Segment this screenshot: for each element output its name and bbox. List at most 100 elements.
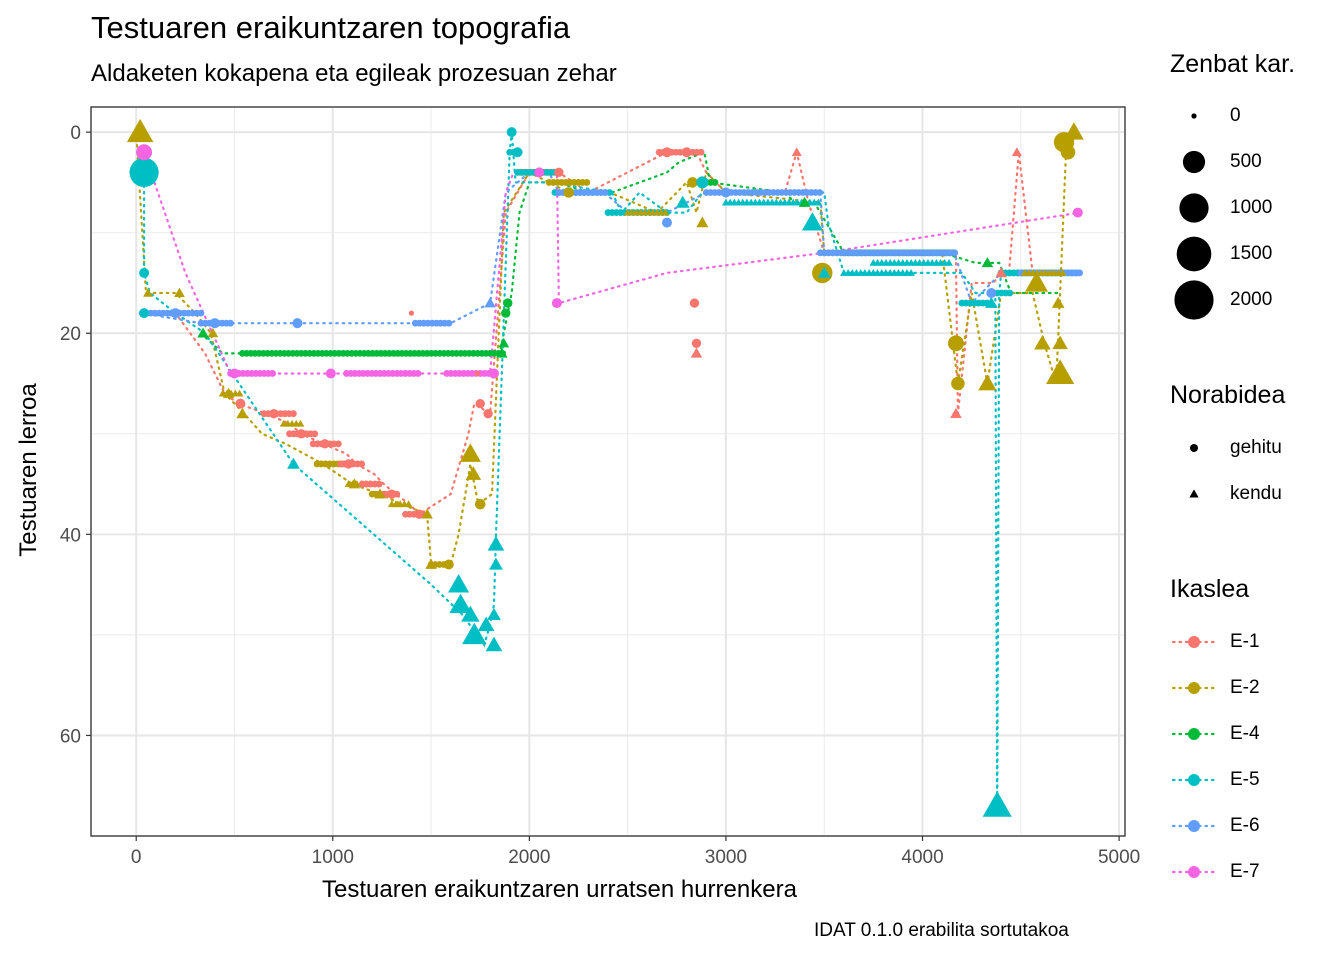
color-legend-dot bbox=[1188, 682, 1200, 694]
band-point-E-2 bbox=[1058, 269, 1067, 276]
data-point-E-6 bbox=[209, 318, 220, 329]
data-point-E-2 bbox=[465, 466, 482, 480]
series-line-E-4 bbox=[200, 150, 1062, 355]
color-legend-label: E-2 bbox=[1230, 677, 1260, 698]
band-point-E-2 bbox=[583, 179, 591, 186]
data-point-E-1 bbox=[235, 398, 246, 409]
data-point-E-4 bbox=[981, 257, 994, 268]
data-point-E-1 bbox=[483, 409, 493, 419]
data-point-E-1 bbox=[269, 409, 279, 419]
data-point-E-1 bbox=[320, 439, 330, 449]
data-point-E-6 bbox=[986, 288, 997, 299]
x-tick-label: 0 bbox=[131, 847, 142, 868]
band-point-E-6 bbox=[816, 189, 824, 196]
band-point-E-1 bbox=[358, 460, 366, 468]
size-legend-label: 1000 bbox=[1230, 197, 1273, 218]
color-legend-key bbox=[1171, 820, 1217, 832]
band-point-E-5 bbox=[945, 258, 953, 266]
band-point-E-6 bbox=[1076, 269, 1084, 277]
band-point-E-5 bbox=[1006, 289, 1014, 297]
data-point-E-5 bbox=[801, 212, 824, 231]
x-axis-title: Testuaren eraikuntzaren urratsen hurrenk… bbox=[322, 876, 797, 903]
x-tick-label: 5000 bbox=[1098, 847, 1140, 868]
data-point-E-4 bbox=[498, 337, 510, 348]
color-legend-label: E-6 bbox=[1230, 815, 1260, 836]
shape-legend-label: kendu bbox=[1230, 483, 1282, 504]
data-point-E-1 bbox=[690, 347, 703, 358]
data-point-E-5 bbox=[139, 308, 150, 319]
color-legend-dot bbox=[1188, 866, 1200, 878]
data-point-E-2 bbox=[425, 558, 437, 569]
y-tick-label: 20 bbox=[60, 324, 81, 345]
data-point-E-1 bbox=[791, 147, 802, 156]
color-legend-dot bbox=[1188, 774, 1200, 786]
y-tick-label: 60 bbox=[60, 726, 81, 747]
color-legend-key bbox=[1171, 682, 1217, 694]
data-point-E-2 bbox=[978, 374, 997, 391]
data-point-E-1 bbox=[691, 338, 702, 348]
data-point-E-2 bbox=[1060, 144, 1076, 160]
data-point-E-5 bbox=[139, 267, 150, 278]
color-legend-key bbox=[1171, 728, 1217, 740]
shape-legend-key bbox=[1190, 444, 1198, 452]
data-point-E-1 bbox=[1011, 147, 1022, 156]
data-point-E-1 bbox=[296, 429, 307, 439]
data-point-E-1 bbox=[995, 267, 1007, 278]
color-legend-label: E-1 bbox=[1230, 631, 1260, 652]
chart-subtitle: Aldaketen kokapena eta egileak prozesuan… bbox=[91, 60, 617, 87]
data-point-E-2 bbox=[1025, 271, 1049, 292]
data-point-E-5 bbox=[477, 616, 495, 632]
data-point-E-2 bbox=[1034, 334, 1051, 350]
band-point-E-6 bbox=[227, 319, 234, 327]
data-point-E-2 bbox=[947, 335, 964, 352]
data-point-E-2 bbox=[459, 443, 481, 462]
data-point-E-4 bbox=[503, 298, 513, 308]
data-point-E-1 bbox=[661, 147, 672, 158]
band-point-E-4 bbox=[423, 349, 431, 357]
data-point-E-6 bbox=[661, 217, 672, 228]
band-point-E-4 bbox=[711, 179, 719, 186]
band-point-E-1 bbox=[289, 410, 297, 418]
data-point-E-5 bbox=[487, 536, 505, 551]
data-point-E-2 bbox=[207, 327, 219, 338]
data-point-E-1 bbox=[387, 489, 397, 499]
data-point-E-2 bbox=[1063, 122, 1084, 140]
color-legend-label: E-4 bbox=[1230, 723, 1260, 744]
caption: IDAT 0.1.0 erabilita sortutakoa bbox=[814, 920, 1069, 941]
x-tick-label: 2000 bbox=[508, 847, 550, 868]
data-point-E-5 bbox=[512, 147, 523, 158]
data-point-E-2 bbox=[222, 387, 235, 398]
color-legend-title: Ikaslea bbox=[1170, 575, 1250, 603]
data-point-E-6 bbox=[170, 308, 181, 319]
x-tick-label: 1000 bbox=[312, 847, 354, 868]
data-point-E-5 bbox=[287, 457, 300, 469]
data-point-E-2 bbox=[174, 287, 185, 298]
data-point-E-5 bbox=[462, 622, 487, 645]
band-point-E-6 bbox=[951, 249, 959, 257]
data-point-E-5 bbox=[489, 557, 503, 570]
size-legend-label: 500 bbox=[1230, 151, 1262, 172]
color-legend-key bbox=[1171, 636, 1217, 648]
data-point-E-5 bbox=[675, 195, 690, 208]
size-legend-key bbox=[1179, 193, 1209, 223]
data-point-E-5 bbox=[485, 636, 503, 652]
color-legend-key bbox=[1171, 774, 1217, 786]
band-point-E-6 bbox=[197, 309, 205, 317]
data-point-E-5 bbox=[984, 296, 998, 308]
band-point-E-7 bbox=[414, 370, 422, 377]
data-point-E-7 bbox=[488, 368, 499, 379]
data-point-E-1 bbox=[950, 407, 962, 418]
color-legend-dot bbox=[1188, 728, 1200, 740]
data-point-E-2 bbox=[1045, 359, 1075, 385]
band-point-E-1 bbox=[311, 430, 319, 438]
data-point-E-1 bbox=[475, 398, 485, 409]
color-legend-label: E-7 bbox=[1230, 861, 1260, 882]
shape-legend-key bbox=[1189, 489, 1199, 498]
series-line-E-1 bbox=[141, 147, 1062, 516]
shape-legend-title: Norabidea bbox=[1170, 381, 1286, 409]
data-point-E-6 bbox=[292, 318, 303, 329]
data-point-E-2 bbox=[236, 407, 249, 419]
data-point-E-2 bbox=[951, 376, 965, 391]
data-point-E-5 bbox=[487, 607, 501, 620]
